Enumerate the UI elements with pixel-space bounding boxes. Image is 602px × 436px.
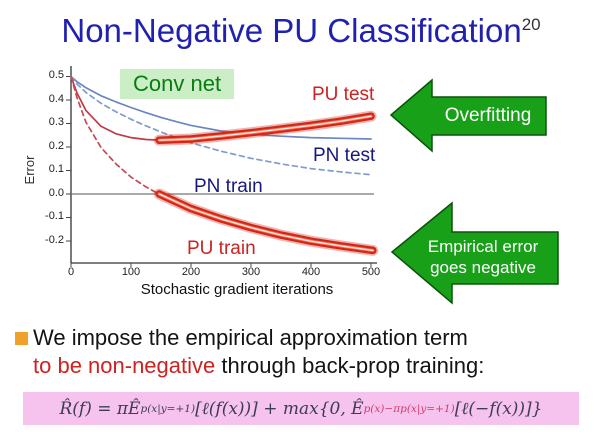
y-tick-label: -0.2 [45,234,64,246]
bullet-line2-emphasis: to be non-negative [33,353,216,378]
pu-train-label: PU train [187,238,256,259]
overfitting-arrow [389,78,547,153]
empirical-error-line2: goes negative [430,258,536,277]
pn-test-label: PN test [313,145,376,166]
chart-curves [66,75,379,267]
empirical-error-line1: Empirical error [427,237,539,257]
formula-subscript2: p(x)−πp(x|y=+1) [363,402,455,415]
bullet-square [15,332,28,345]
page-title: Non-Negative PU Classification20 [0,12,602,50]
pu-test-label: PU test [312,84,375,105]
y-tick-label: 0.1 [48,163,64,175]
y-axis-label: Error [22,155,37,185]
y-tick-label: 0.0 [48,187,64,199]
title-text: Non-Negative PU Classification [61,12,522,49]
y-tick-label: 0.3 [48,116,64,128]
x-tick-label: 200 [181,266,201,278]
conv-net-badge: Conv net [120,69,235,99]
overfitting-arrow-label: Overfitting [444,105,532,126]
bullet-line2-rest: through back-prop training: [215,353,485,378]
pn-train-label: PN train [194,176,263,197]
x-tick-label: 300 [241,266,261,278]
y-tick-label: -0.1 [45,210,64,222]
x-tick-label: 100 [121,266,141,278]
y-tick-label: 0.2 [48,140,64,152]
bullet-line1: We impose the empirical approximation te… [33,325,468,350]
x-tick-label: 0 [67,266,75,278]
x-tick-label: 400 [301,266,321,278]
x-axis-label: Stochastic gradient iterations [140,281,334,298]
formula-part1: R̂(f) = πÊ [59,398,141,419]
y-tick-label: 0.4 [48,93,64,105]
y-tick-label: 0.5 [48,69,64,81]
title-superscript: 20 [521,15,541,34]
empirical-error-arrow-label: Empirical error goes negative [413,230,553,286]
empirical-error-arrow [390,201,559,305]
formula-subscript1: p(x|y=+1) [140,402,196,415]
formula-part2: [ℓ(f(x))] + max{0, Ê [195,398,364,419]
x-tick-label: 500 [361,266,381,278]
formula-part3: [ℓ(−f(x))]} [454,398,543,419]
bullet-line2: to be non-negative through back-prop tra… [33,353,484,379]
